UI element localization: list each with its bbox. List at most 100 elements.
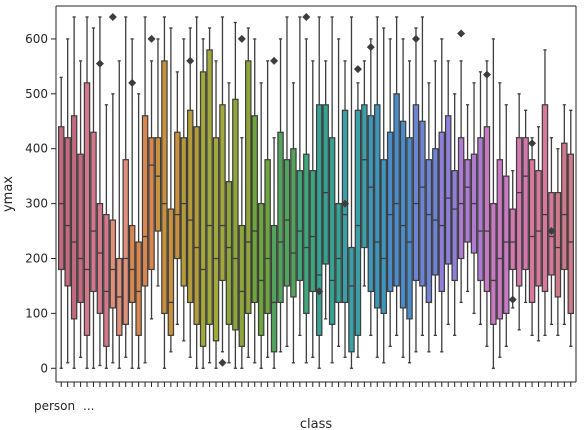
box <box>270 137 278 369</box>
box-body <box>515 137 523 287</box>
box-body <box>522 137 529 271</box>
box-body <box>199 71 207 347</box>
box <box>161 16 168 369</box>
box <box>348 16 355 369</box>
box-body <box>277 131 284 304</box>
box-body <box>328 137 336 325</box>
box-body <box>109 219 117 309</box>
box <box>290 82 297 364</box>
outlier-point <box>315 287 324 296</box>
box-body <box>535 170 542 287</box>
y-tick-label: 100 <box>25 306 48 320</box>
box <box>315 16 323 369</box>
y-tick-label: 200 <box>25 251 48 265</box>
box-body <box>96 203 104 314</box>
box-body <box>528 159 536 304</box>
box <box>219 16 226 353</box>
box-body <box>238 224 246 347</box>
box-body <box>245 60 252 314</box>
box <box>451 93 458 336</box>
boxes-layer <box>57 16 575 369</box>
box-body <box>412 104 420 282</box>
box <box>70 16 78 369</box>
box-body <box>464 159 471 243</box>
axes: 0 100 200 300 400 500 600 person ... class yma… <box>1 5 577 430</box>
box <box>425 82 433 353</box>
box <box>193 16 200 369</box>
box-body <box>509 208 516 271</box>
box-body <box>303 153 310 314</box>
box-body <box>503 175 510 314</box>
y-axis-label: ymax <box>1 176 16 212</box>
box-body <box>83 82 91 336</box>
box-body <box>57 126 65 271</box>
box-body <box>251 115 258 304</box>
box-body <box>77 153 84 304</box>
box-body <box>193 126 200 325</box>
box <box>245 27 252 358</box>
box-body <box>483 126 491 293</box>
box-body <box>457 137 465 260</box>
box-body <box>444 115 452 265</box>
box <box>541 49 549 336</box>
box <box>335 38 342 347</box>
box <box>328 16 336 364</box>
y-tick-label: 300 <box>25 197 48 211</box>
box <box>509 170 516 309</box>
box <box>432 60 439 336</box>
outlier-point <box>95 59 104 68</box>
box-body <box>283 159 291 287</box>
box <box>264 60 271 358</box>
box <box>522 109 529 304</box>
box-body <box>148 137 155 271</box>
box-body <box>103 213 110 347</box>
box <box>303 38 310 364</box>
box-body <box>393 93 400 287</box>
box-body <box>335 203 342 304</box>
box <box>122 16 129 358</box>
box <box>322 60 329 320</box>
box <box>77 60 84 358</box>
box <box>167 27 175 353</box>
box <box>154 38 162 287</box>
outlier-point <box>270 56 279 65</box>
box <box>354 82 362 358</box>
box-body <box>432 148 439 276</box>
box <box>393 16 400 336</box>
box <box>470 82 478 315</box>
outlier-point <box>147 34 156 43</box>
y-tick-label: 500 <box>25 87 48 101</box>
box-body <box>225 181 233 325</box>
box <box>361 60 368 287</box>
plot-area <box>56 6 576 382</box>
box-body <box>561 142 568 271</box>
box <box>103 104 110 369</box>
box <box>232 21 239 369</box>
box <box>64 38 71 364</box>
box <box>257 82 265 369</box>
box <box>90 27 97 369</box>
box-body <box>380 159 387 314</box>
box-body <box>361 104 368 249</box>
box <box>367 38 375 336</box>
outlier-point <box>457 29 466 38</box>
box <box>496 82 504 358</box>
box-body <box>490 203 497 325</box>
box <box>206 27 213 364</box>
box <box>419 16 426 336</box>
box-body <box>438 131 446 293</box>
box-body <box>232 98 239 331</box>
box <box>457 60 465 304</box>
box <box>283 16 291 347</box>
box-body <box>90 131 97 293</box>
box <box>309 60 317 358</box>
box-body <box>348 246 355 353</box>
box-body <box>174 131 181 260</box>
box <box>380 27 387 364</box>
box <box>554 148 562 336</box>
box <box>174 71 181 326</box>
x-category-labels-overlap: ... <box>83 399 94 413</box>
outlier-point <box>218 358 227 367</box>
box <box>503 104 510 347</box>
